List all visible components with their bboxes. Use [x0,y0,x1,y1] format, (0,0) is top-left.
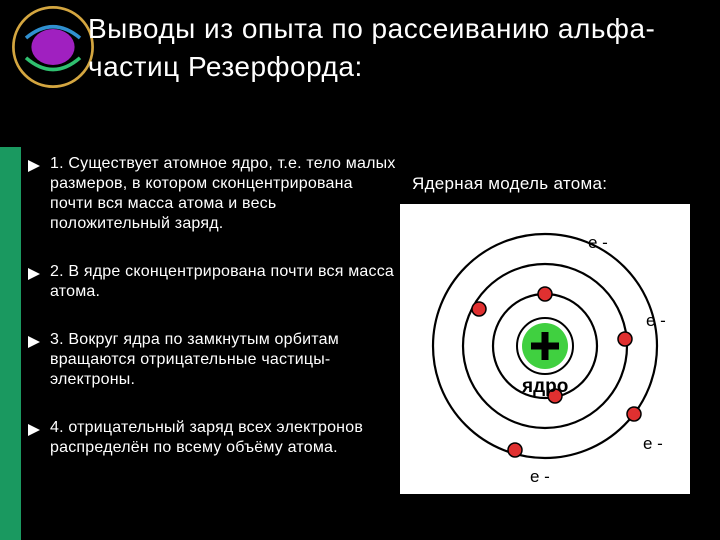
list-item: 2. В ядре сконцентрирована почти вся мас… [28,262,396,302]
electron [472,302,486,316]
atom-svg: e - e - e - e - ядро [400,204,690,494]
bullet-text: 4. отрицательный заряд всех электронов р… [50,418,396,458]
nucleus-label: ядро [521,376,568,397]
bullet-marker-icon [28,423,40,435]
bullet-text: 2. В ядре сконцентрирована почти вся мас… [50,262,396,302]
electron-label: e - [646,311,666,330]
electron [627,407,641,421]
electron-label: e - [643,434,663,453]
logo-svg [8,2,98,92]
slide-logo [8,2,98,92]
slide-title: Выводы из опыта по рассеиванию альфа-час… [88,10,688,86]
electron-label: e - [530,467,550,486]
diagram-caption: Ядерная модель атома: [412,174,712,194]
list-item: 3. Вокруг ядра по замкнутым орбитам вращ… [28,330,396,390]
bullet-marker-icon [28,267,40,279]
electron [618,332,632,346]
electron [508,443,522,457]
bullet-text: 1. Существует атомное ядро, т.е. тело ма… [50,154,396,234]
bullet-list: 1. Существует атомное ядро, т.е. тело ма… [28,154,396,486]
electron [538,287,552,301]
bullet-text: 3. Вокруг ядра по замкнутым орбитам вращ… [50,330,396,390]
bullet-marker-icon [28,159,40,171]
atom-diagram: e - e - e - e - ядро [400,204,690,494]
list-item: 1. Существует атомное ядро, т.е. тело ма… [28,154,396,234]
electron-label: e - [588,233,608,252]
accent-bar [0,147,21,540]
list-item: 4. отрицательный заряд всех электронов р… [28,418,396,458]
bullet-marker-icon [28,335,40,347]
